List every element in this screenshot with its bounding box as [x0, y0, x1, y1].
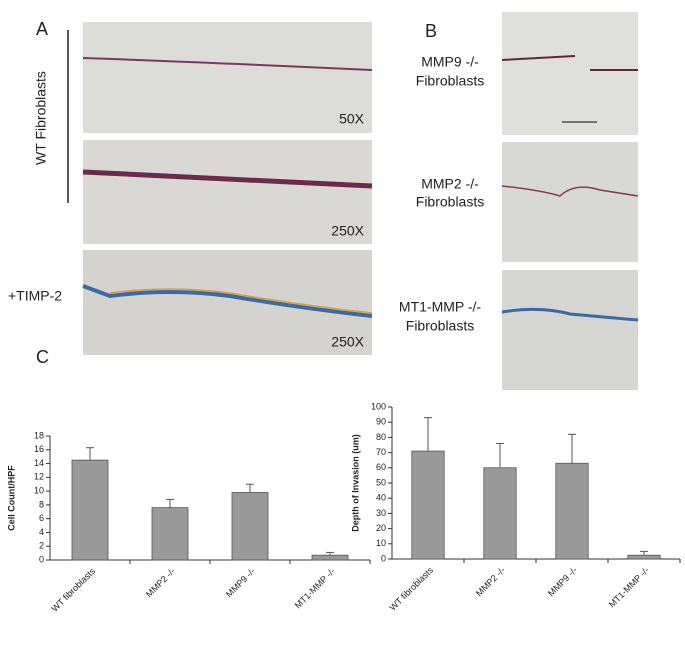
y-tick-label: 10 [376, 538, 386, 548]
y-tick-label: 70 [376, 447, 386, 457]
magnification: 50X [339, 111, 365, 127]
tissue-edge [82, 169, 373, 189]
y-tick-label: 30 [376, 508, 386, 518]
magnification: 250X [331, 223, 364, 239]
micrograph [83, 250, 372, 355]
bar [555, 462, 589, 560]
row-label: MMP2 -/- [421, 176, 479, 192]
bar [311, 554, 349, 561]
y-tick-label: 4 [39, 527, 44, 537]
tissue-edge [501, 55, 638, 71]
y-tick-label: 14 [34, 458, 44, 468]
y-tick-label: 40 [376, 493, 386, 503]
panel-label: B [425, 21, 437, 41]
y-tick-label: 6 [39, 513, 44, 523]
row-label: MMP9 -/- [421, 54, 479, 70]
row-label: Fibroblasts [406, 318, 474, 334]
panel-label: A [36, 19, 48, 39]
micrograph [502, 12, 638, 135]
y-axis-label: Cell Count/HPF [6, 465, 16, 531]
y-tick-label: 12 [34, 472, 44, 482]
x-tick-label: WT fibroblasts [49, 566, 97, 614]
bar [71, 459, 109, 561]
y-tick-label: 90 [376, 417, 386, 427]
row-label: Fibroblasts [416, 73, 484, 89]
x-tick-label: WT fibroblasts [387, 565, 435, 613]
micrograph [502, 270, 638, 390]
y-tick-label: 0 [39, 554, 44, 564]
y-tick-label: 100 [371, 401, 386, 411]
y-tick-label: 2 [39, 541, 44, 551]
y-tick-label: 20 [376, 523, 386, 533]
magnification: 250X [331, 334, 364, 350]
y-tick-label: 60 [376, 462, 386, 472]
tissue-edge [109, 288, 373, 314]
group-label: WT Fibroblasts [33, 71, 49, 165]
y-tick-label: 10 [34, 485, 44, 495]
x-tick-label: MT1-MMP -/- [607, 565, 651, 609]
bar [627, 554, 661, 560]
bar [483, 467, 517, 560]
micrograph [502, 142, 638, 262]
y-axis-label: Depth of Invasion (um) [350, 434, 360, 532]
tissue-edge [501, 307, 639, 322]
x-tick-label: MT1-MMP -/- [293, 566, 337, 610]
tissue-edge [82, 57, 373, 71]
treatment-label: +TIMP-2 [8, 288, 62, 304]
bar [411, 450, 445, 560]
y-tick-label: 50 [376, 477, 386, 487]
y-tick-label: 18 [34, 430, 44, 440]
bar [231, 492, 269, 561]
micrograph [83, 140, 372, 244]
row-label: MT1-MMP -/- [399, 299, 482, 315]
panel-label: C [36, 347, 49, 367]
y-tick-label: 80 [376, 432, 386, 442]
x-tick-label: MMP2 -/- [144, 566, 177, 599]
x-tick-label: MMP9 -/- [546, 565, 579, 598]
micrograph [83, 22, 372, 133]
y-tick-label: 0 [381, 553, 386, 563]
row-label: Fibroblasts [416, 194, 484, 210]
x-tick-label: MMP2 -/- [474, 565, 507, 598]
y-tick-label: 16 [34, 444, 44, 454]
tissue-edge [501, 185, 639, 197]
x-tick-label: MMP9 -/- [224, 566, 257, 599]
tissue-edge [82, 284, 373, 318]
micrographs [82, 12, 639, 390]
bar [151, 507, 189, 561]
y-tick-label: 8 [39, 499, 44, 509]
